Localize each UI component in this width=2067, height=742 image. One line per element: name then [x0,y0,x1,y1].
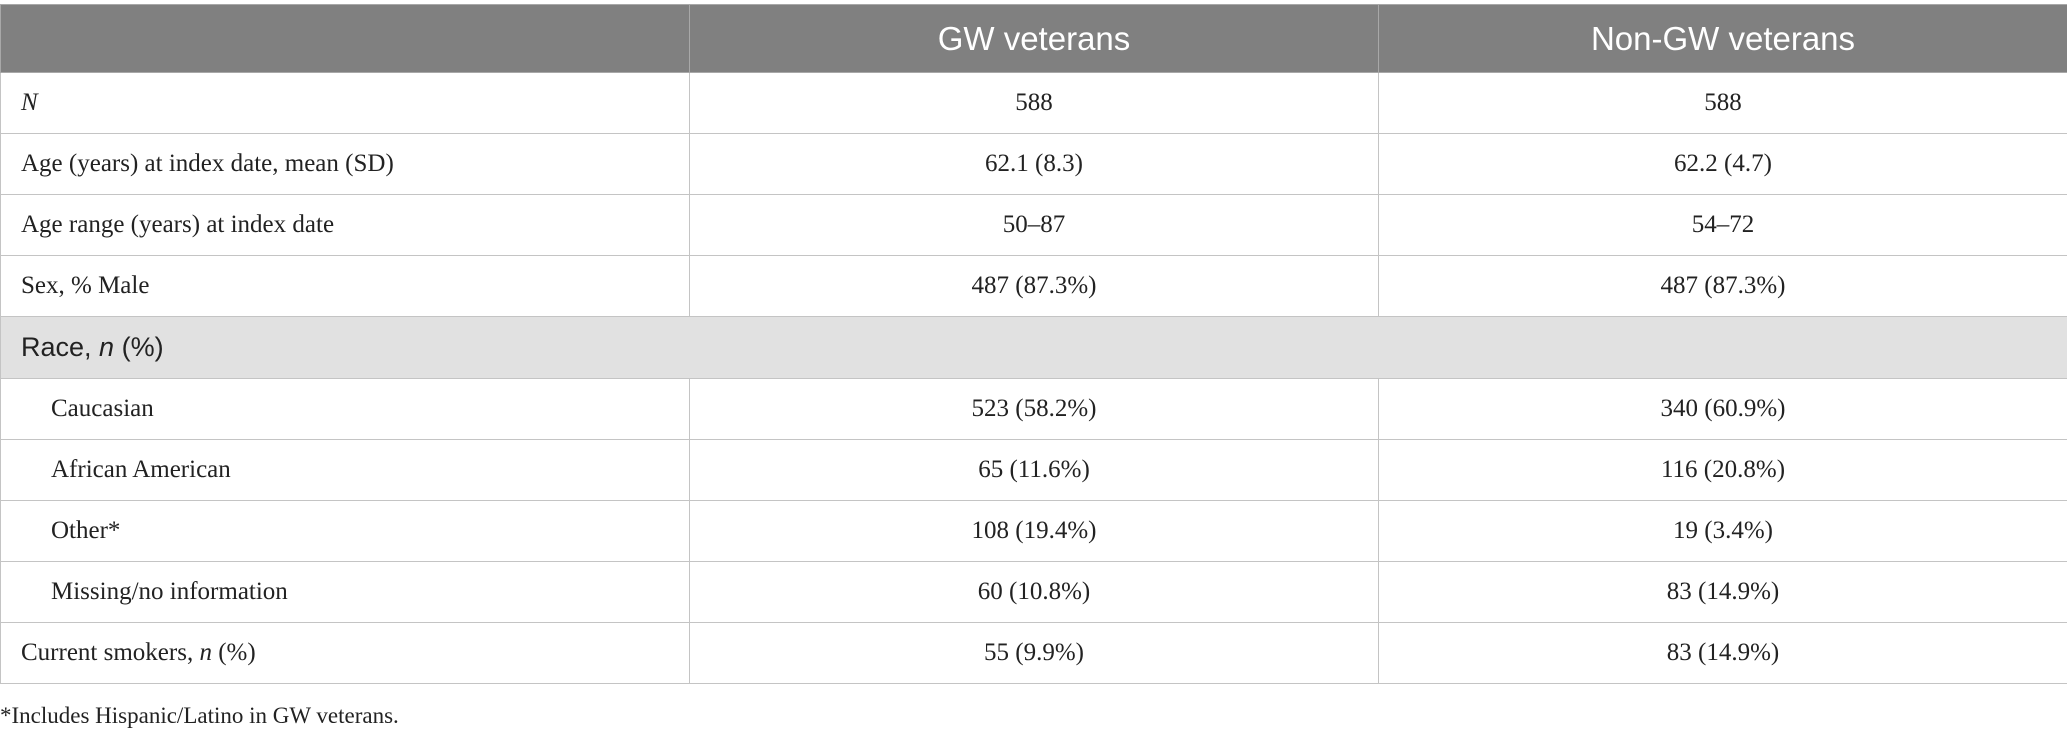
row-label: Caucasian [0,378,690,440]
row-label: Current smokers, n (%) [0,622,690,684]
row-label: Age (years) at index date, mean (SD) [0,133,690,195]
table-header-row: GW veterans Non-GW veterans [0,4,2067,73]
row-label: Other* [0,500,690,562]
table-row-other: Other* 108 (19.4%) 19 (3.4%) [0,500,2067,562]
cell-non-gw: 54–72 [1378,194,2067,256]
table-row-missing: Missing/no information 60 (10.8%) 83 (14… [0,561,2067,623]
table-row-african-american: African American 65 (11.6%) 116 (20.8%) [0,439,2067,501]
cell-non-gw: 62.2 (4.7) [1378,133,2067,195]
row-label-suffix: (%) [211,639,256,666]
section-label: Race, n (%) [0,316,2067,379]
cell-gw: 108 (19.4%) [689,500,1379,562]
table-row-age-mean: Age (years) at index date, mean (SD) 62.… [0,133,2067,195]
cell-non-gw: 340 (60.9%) [1378,378,2067,440]
demographics-table: GW veterans Non-GW veterans N 588 588 Ag… [0,4,2067,684]
table-row-caucasian: Caucasian 523 (58.2%) 340 (60.9%) [0,378,2067,440]
cell-non-gw: 83 (14.9%) [1378,561,2067,623]
cell-gw: 588 [689,72,1379,134]
cell-non-gw: 83 (14.9%) [1378,622,2067,684]
table-row-age-range: Age range (years) at index date 50–87 54… [0,194,2067,256]
cell-gw: 523 (58.2%) [689,378,1379,440]
section-label-italic: n [99,332,115,362]
row-label: Sex, % Male [0,255,690,317]
row-label: N [0,72,690,134]
cell-gw: 487 (87.3%) [689,255,1379,317]
row-label-prefix: Current smokers, [21,639,200,666]
cell-non-gw: 19 (3.4%) [1378,500,2067,562]
table-row-sex: Sex, % Male 487 (87.3%) 487 (87.3%) [0,255,2067,317]
row-label-italic: n [199,639,212,666]
section-row-race: Race, n (%) [0,316,2067,379]
cell-gw: 55 (9.9%) [689,622,1379,684]
section-label-suffix: (%) [114,332,164,362]
cell-gw: 62.1 (8.3) [689,133,1379,195]
header-cell-blank [0,4,690,73]
table-footnote: *Includes Hispanic/Latino in GW veterans… [0,703,399,728]
header-cell-non-gw-veterans: Non-GW veterans [1378,4,2067,73]
table-row-smokers: Current smokers, n (%) 55 (9.9%) 83 (14.… [0,622,2067,684]
section-label-prefix: Race, [21,332,100,362]
cell-non-gw: 487 (87.3%) [1378,255,2067,317]
cell-gw: 60 (10.8%) [689,561,1379,623]
cell-non-gw: 588 [1378,72,2067,134]
cell-gw: 65 (11.6%) [689,439,1379,501]
row-label: Missing/no information [0,561,690,623]
table-row-n: N 588 588 [0,72,2067,134]
cell-non-gw: 116 (20.8%) [1378,439,2067,501]
cell-gw: 50–87 [689,194,1379,256]
row-label: Age range (years) at index date [0,194,690,256]
row-label: African American [0,439,690,501]
header-cell-gw-veterans: GW veterans [689,4,1379,73]
